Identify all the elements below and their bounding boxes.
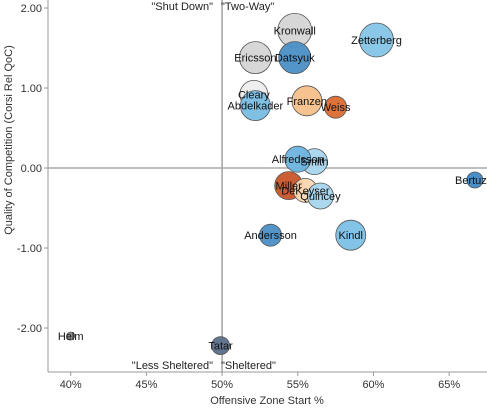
x-tick-label: 45% — [135, 379, 157, 391]
point-label: Smith — [300, 157, 328, 169]
data-point — [211, 336, 230, 356]
x-tick-label: 65% — [438, 379, 460, 391]
point-label: Kindl — [339, 230, 363, 242]
data-point — [238, 41, 272, 74]
data-point — [359, 22, 394, 58]
data-point — [324, 95, 348, 119]
quadrant-label-two-way: "Two-Way" — [221, 1, 274, 13]
data-point — [291, 85, 323, 117]
x-tick-label: 55% — [287, 379, 309, 391]
x-tick-label: 60% — [362, 379, 384, 391]
point-label: Quincey — [300, 191, 341, 203]
point-label: Weiss — [321, 102, 351, 114]
y-tick-label: 0.00 — [21, 163, 42, 175]
point-label: Bertuzzi — [455, 175, 487, 187]
data-point — [259, 223, 282, 247]
point-label: Alfredsson — [272, 154, 324, 166]
quadrant-label-shut-down: "Shut Down" — [151, 1, 213, 13]
data-point — [335, 219, 367, 251]
y-tick-label: 2.00 — [21, 3, 42, 15]
quadrant-label-less-sheltered: "Less Sheltered" — [132, 360, 213, 372]
point-label: Miller — [276, 181, 303, 193]
y-tick-label: -2.00 — [17, 323, 42, 335]
data-point — [239, 90, 271, 121]
y-axis-title: Quality of Competition (Corsi Rel QoC) — [3, 45, 15, 235]
y-tick-label: 1.00 — [21, 83, 42, 95]
y-tick-label: -1.00 — [17, 243, 42, 255]
point-label: DeKeyser — [281, 185, 330, 197]
point-label: Cleary — [238, 89, 270, 101]
point-label: Datsyuk — [275, 53, 315, 65]
point-label: Helm — [58, 331, 84, 343]
x-tick-label: 50% — [211, 379, 233, 391]
data-point — [284, 145, 312, 173]
quadrant-label-sheltered: "Sheltered" — [221, 360, 276, 372]
data-point — [66, 331, 76, 341]
data-point — [466, 171, 484, 189]
point-label: Franzen — [287, 96, 327, 108]
data-point — [278, 41, 312, 74]
point-label: Kronwall — [274, 25, 316, 37]
point-label: Andersson — [244, 230, 297, 242]
point-label: Abdelkader — [228, 101, 284, 113]
point-label: Tatar — [208, 341, 233, 353]
x-axis-title: Offensive Zone Start % — [210, 395, 324, 407]
point-label: Zetterberg — [351, 35, 402, 47]
point-label: Ericsson — [234, 53, 276, 65]
data-point — [307, 182, 334, 210]
x-tick-label: 40% — [60, 379, 82, 391]
